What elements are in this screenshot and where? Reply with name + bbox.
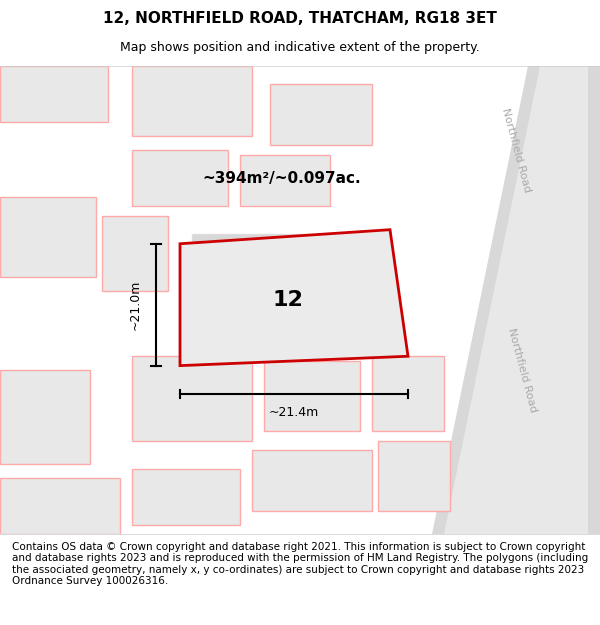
Polygon shape (252, 450, 372, 511)
Polygon shape (132, 66, 252, 136)
Text: Map shows position and indicative extent of the property.: Map shows position and indicative extent… (120, 41, 480, 54)
Polygon shape (180, 229, 408, 366)
Polygon shape (0, 66, 108, 122)
Polygon shape (132, 150, 228, 206)
Polygon shape (0, 197, 96, 276)
Polygon shape (102, 216, 168, 291)
Text: Northfield Road: Northfield Road (506, 327, 538, 414)
Polygon shape (444, 66, 588, 534)
Polygon shape (0, 478, 120, 534)
Polygon shape (132, 469, 240, 525)
Polygon shape (264, 361, 360, 431)
Text: Northfield Road: Northfield Road (500, 107, 532, 193)
Text: ~394m²/~0.097ac.: ~394m²/~0.097ac. (203, 171, 361, 186)
Polygon shape (240, 154, 330, 206)
Text: 12, NORTHFIELD ROAD, THATCHAM, RG18 3ET: 12, NORTHFIELD ROAD, THATCHAM, RG18 3ET (103, 11, 497, 26)
Text: ~21.0m: ~21.0m (128, 279, 142, 330)
Polygon shape (270, 84, 372, 145)
Polygon shape (432, 66, 600, 534)
Text: 12: 12 (272, 290, 304, 310)
Polygon shape (372, 356, 444, 431)
Polygon shape (0, 370, 90, 464)
Text: ~21.4m: ~21.4m (269, 406, 319, 419)
Polygon shape (378, 441, 450, 511)
Polygon shape (132, 356, 252, 441)
Polygon shape (192, 234, 348, 347)
Text: Contains OS data © Crown copyright and database right 2021. This information is : Contains OS data © Crown copyright and d… (12, 542, 588, 586)
